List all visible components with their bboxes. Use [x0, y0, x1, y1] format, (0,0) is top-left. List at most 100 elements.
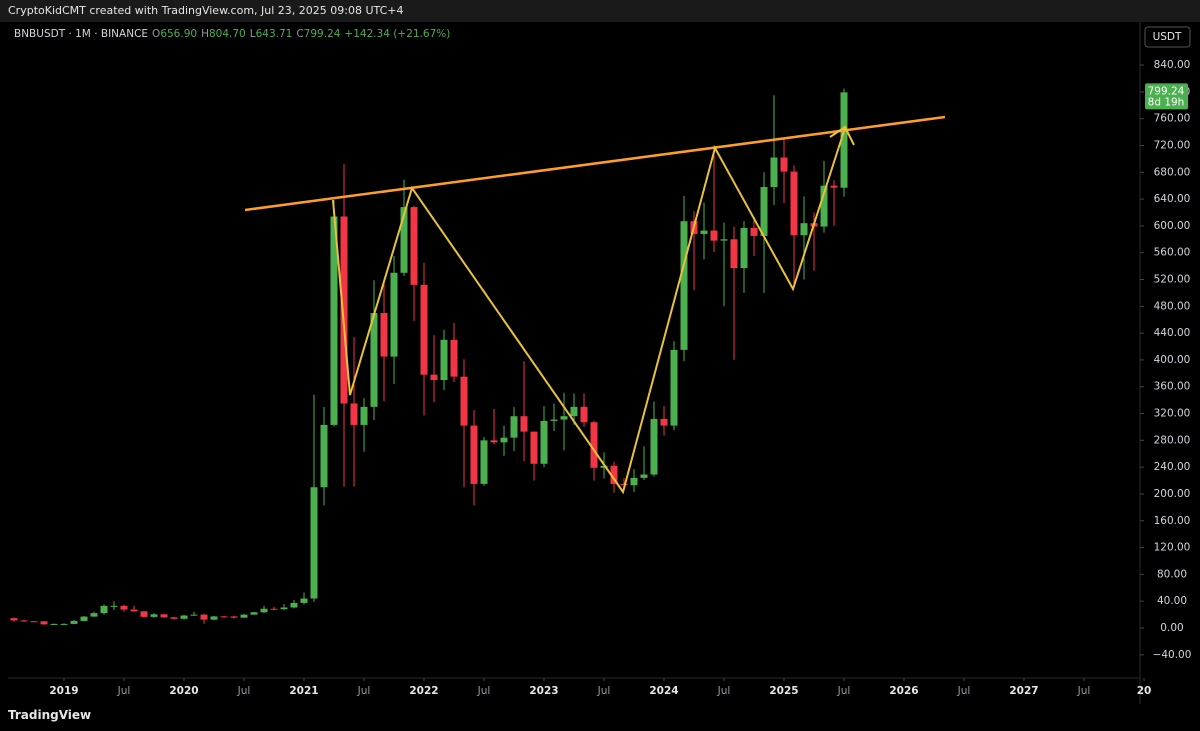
x-tick-label: 2022: [409, 685, 438, 697]
x-tick-label: Jul: [237, 685, 251, 697]
x-tick-label: Jul: [597, 685, 611, 697]
candle-body: [290, 602, 298, 608]
ohlc-label: H: [201, 28, 209, 40]
candle-body: [100, 605, 108, 614]
candle-body: [500, 437, 508, 443]
candle-body: [70, 620, 78, 624]
y-tick-label: 680.00: [1154, 166, 1191, 178]
candle-body: [600, 465, 608, 468]
y-tick-label: 480.00: [1154, 300, 1191, 312]
candle-body: [800, 223, 808, 236]
candle-body: [350, 403, 358, 425]
candle-body: [750, 227, 758, 236]
ohlc-label: L: [249, 28, 256, 40]
candle-body: [540, 420, 548, 464]
candle-body: [630, 477, 638, 486]
y-tick-label: 160.00: [1154, 515, 1191, 527]
y-tick-label: 400.00: [1154, 354, 1191, 366]
y-tick-label: 560.00: [1154, 247, 1191, 259]
candle-body: [760, 187, 768, 236]
candle-body: [260, 608, 268, 613]
currency-label[interactable]: USDT: [1153, 31, 1182, 43]
currency-button[interactable]: [1144, 26, 1191, 48]
legend: BNBUSDT · 1M · BINANCE O656.90 H804.70 L643…: [14, 28, 454, 40]
candle-body: [610, 465, 618, 484]
candle-body: [770, 157, 778, 188]
candle-body: [650, 418, 658, 475]
candle-body: [340, 216, 348, 404]
brand: TradingView: [8, 708, 91, 722]
candle-body: [210, 616, 218, 620]
y-tick-label: 440.00: [1154, 327, 1191, 339]
candle-body: [560, 416, 568, 420]
candle-body: [150, 614, 158, 617]
y-tick-label: 320.00: [1154, 408, 1191, 420]
candle-body: [80, 616, 88, 621]
candle-body: [90, 613, 98, 617]
y-tick-label: 600.00: [1154, 220, 1191, 232]
candle-body: [20, 620, 28, 622]
candle-body: [390, 272, 398, 357]
plot: [10, 88, 848, 626]
candle-body: [830, 185, 838, 188]
y-tick-label: 760.00: [1154, 113, 1191, 125]
ohlc-label: O: [152, 28, 161, 40]
y-tick-label: 0.00: [1160, 622, 1183, 634]
candle-body: [660, 418, 668, 426]
candle-body: [530, 431, 538, 464]
candle-body: [270, 608, 278, 610]
candle-body: [790, 171, 798, 236]
candle-body: [670, 349, 678, 426]
candle-body: [250, 612, 258, 615]
candle-body: [230, 616, 238, 618]
candle-body: [510, 416, 518, 438]
candle-body: [300, 598, 308, 603]
candle-body: [200, 614, 208, 620]
x-tick-label: Jul: [477, 685, 491, 697]
y-tick-label: 240.00: [1154, 461, 1191, 473]
candle-body: [400, 207, 408, 273]
candle-body: [310, 487, 318, 599]
candle-body: [40, 621, 48, 625]
x-tick-label: 2027: [1009, 685, 1038, 697]
candle-body: [140, 611, 148, 617]
candle-body: [280, 607, 288, 610]
y-tick-label: 200.00: [1154, 488, 1191, 500]
candle-body: [490, 440, 498, 443]
x-tick-label: Jul: [357, 685, 371, 697]
ohlc-value: 643.71: [255, 28, 293, 40]
candle-body: [840, 92, 848, 188]
candle-body: [430, 374, 438, 381]
candle-body: [820, 185, 828, 227]
x-tick-label: 2025: [769, 685, 798, 697]
candle-body: [720, 239, 728, 241]
y-tick-label: 840.00: [1154, 59, 1191, 71]
candle-body: [120, 605, 128, 610]
candle-body: [710, 230, 718, 241]
candle-body: [240, 614, 248, 618]
x-tick-label: 2020: [169, 685, 198, 697]
candle-body: [60, 623, 68, 625]
candle-body: [570, 406, 578, 417]
candle-body: [370, 312, 378, 407]
x-tick-label: 2024: [649, 685, 678, 697]
candle-body: [450, 339, 458, 377]
candle-body: [130, 609, 138, 612]
candle-body: [780, 157, 788, 172]
y-tick-label: −40.00: [1153, 649, 1192, 661]
chart-title: CryptoKidCMT created with TradingView.co…: [8, 4, 404, 17]
ohlc-value: 804.70: [208, 28, 246, 40]
candle-body: [700, 230, 708, 234]
candle-body: [180, 615, 188, 619]
brand-name: TradingView: [8, 708, 92, 722]
candle-body: [170, 617, 178, 619]
candle-body: [520, 416, 528, 432]
candle-body: [590, 422, 598, 468]
y-tick-label: 520.00: [1154, 273, 1191, 285]
candle-body: [460, 376, 468, 426]
ohlc-label: C: [296, 28, 304, 40]
candle-body: [580, 406, 588, 423]
candle-body: [160, 614, 168, 618]
candle-body: [220, 616, 228, 618]
